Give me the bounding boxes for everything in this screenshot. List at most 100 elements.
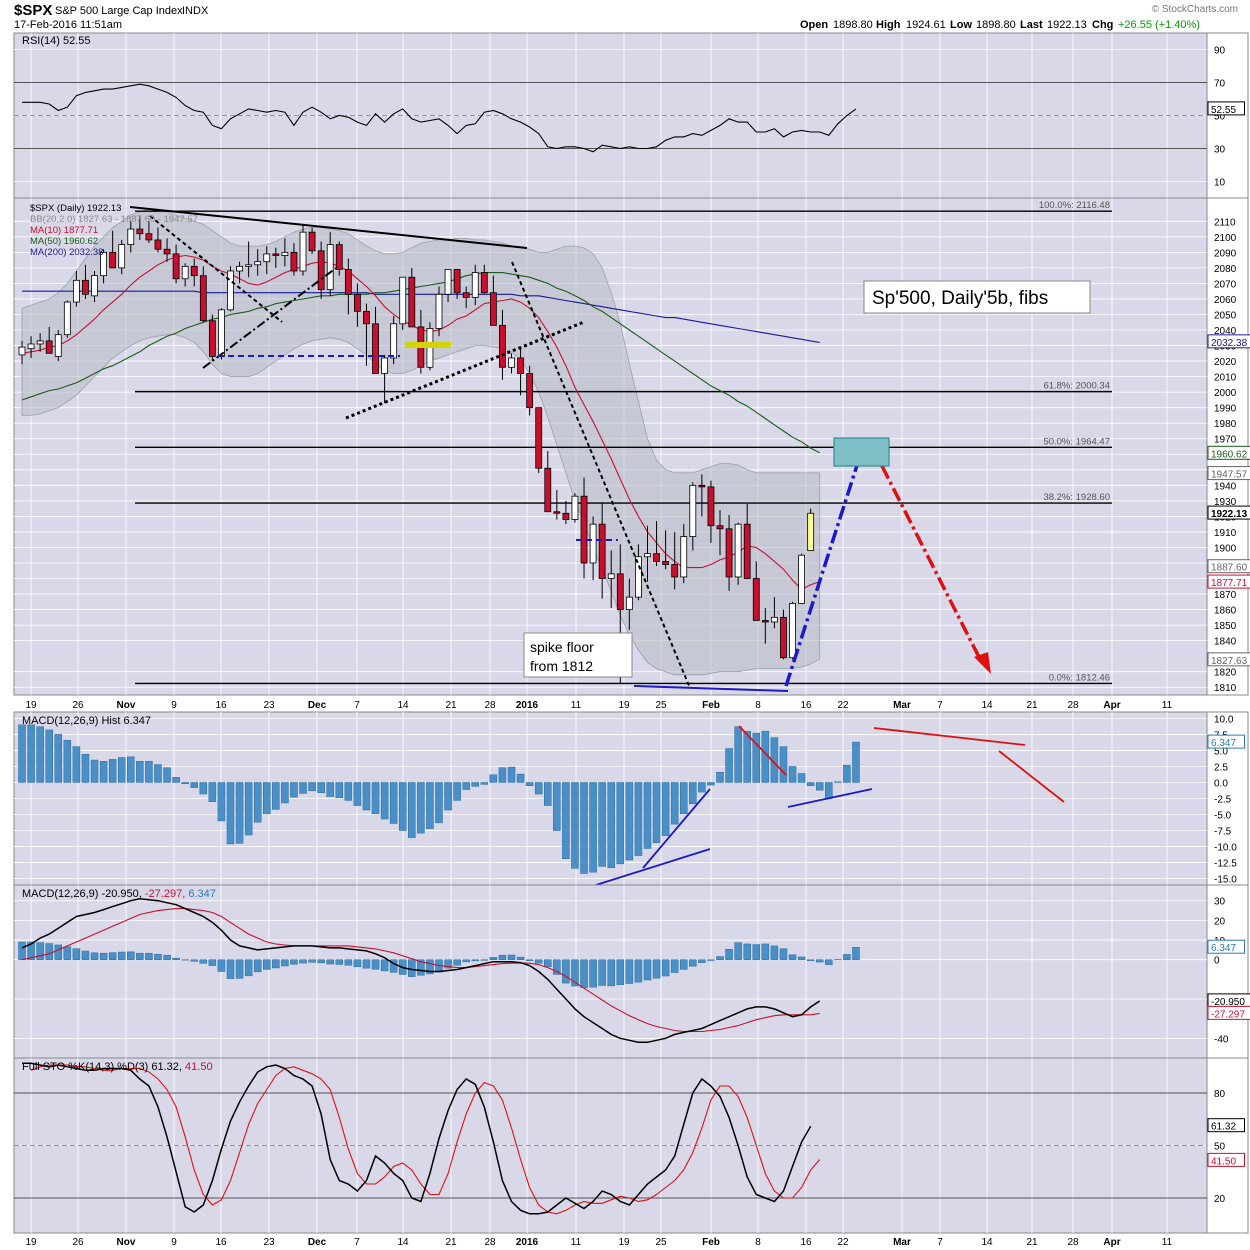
y-tick-label: 20 — [1214, 1194, 1226, 1205]
candle-body — [82, 279, 89, 295]
divergence-blue-2 — [595, 848, 711, 886]
sto-label: Full STO %K(14,3) %D(3) 61.32, 41.50 — [22, 1061, 213, 1073]
macd-panel-hist-bar — [643, 959, 652, 981]
macd-panel-hist-bar — [281, 959, 289, 967]
macd-panel-hist-bar — [670, 959, 679, 973]
macd-hist-bar — [244, 782, 253, 836]
macd-hist-bar — [353, 782, 362, 806]
y-tick-label: 1940 — [1214, 481, 1237, 492]
candle — [163, 238, 171, 262]
legend-entry: MA(10) 1877.71 — [30, 225, 98, 236]
candle-body — [218, 309, 225, 357]
candle — [743, 503, 751, 579]
value-tag-label: 1960.62 — [1211, 449, 1248, 460]
value-tag-label: 6.347 — [1211, 738, 1236, 749]
macd-panel-hist-bar — [380, 959, 389, 972]
last-value: 1922.13 — [1047, 19, 1087, 31]
x-tick-label: Mar — [893, 1237, 911, 1248]
candle-body — [616, 573, 624, 610]
candle-body — [272, 253, 280, 256]
macd-panel-hist-bar — [716, 956, 724, 960]
candle — [689, 482, 697, 551]
x-tick-label: Apr — [1103, 700, 1120, 711]
divergence-red-1 — [738, 725, 787, 776]
macd-hist-bar — [389, 782, 398, 824]
macd-hist-label: MACD(12,26,9) Hist 6.347 — [22, 715, 151, 727]
macd-hist-bar — [625, 782, 634, 861]
macd-hist-bar — [806, 782, 815, 786]
candle — [671, 531, 679, 590]
x-tick-label: 8 — [755, 1237, 761, 1248]
macd-panel-hist-bar — [544, 959, 552, 968]
candle-body — [363, 310, 370, 325]
value-tag-label: 41.50 — [1211, 1156, 1236, 1167]
value-tag-label: 52.55 — [1211, 105, 1236, 116]
candle — [281, 238, 289, 267]
y-tick-label: -10.0 — [1214, 843, 1237, 854]
candle — [589, 516, 597, 581]
macd-hist-bar — [435, 782, 443, 824]
macd-hist-bar — [607, 782, 615, 868]
macd-hist-bar — [290, 782, 298, 798]
candle-body — [72, 279, 80, 303]
macd-panel-hist-bar — [263, 959, 271, 970]
candle — [45, 326, 53, 354]
candle-body — [752, 578, 760, 621]
legend-entry: MA(50) 1960.62 — [30, 236, 98, 247]
macd-hist-bar — [199, 782, 208, 795]
candle-body — [199, 275, 207, 322]
timestamp: 17-Feb-2016 11:51am — [14, 19, 122, 31]
macd-hist-bar — [108, 759, 117, 783]
macd-panel-hist-bar — [444, 959, 452, 969]
spike-floor-box — [523, 632, 633, 678]
x-tick-label: 21 — [445, 1237, 457, 1248]
macd-hist-bar — [580, 782, 588, 874]
macd-panel-hist-bar — [652, 959, 661, 979]
macd-hist-bar — [263, 782, 271, 815]
candle-body — [780, 616, 787, 659]
macd-panel-hist-bar — [761, 943, 770, 960]
macd-hist-bar — [534, 782, 543, 795]
macd-panel-hist-bar — [362, 959, 371, 969]
y-tick-label: 1870 — [1214, 590, 1237, 601]
candle-body — [589, 523, 597, 564]
x-tick-label: 16 — [800, 700, 812, 711]
y-tick-label: -7.5 — [1214, 827, 1232, 838]
y-tick-label: 10 — [1214, 178, 1226, 189]
candle — [54, 330, 62, 362]
y-tick-label: 1990 — [1214, 404, 1237, 415]
y-tick-label: -40 — [1214, 1034, 1229, 1045]
macd-panel-hist-bar — [235, 959, 244, 979]
macd-hist-bar — [90, 759, 99, 783]
macd-panel-hist-bar — [752, 944, 761, 960]
sto-k-line — [22, 1062, 812, 1215]
macd-hist-bar — [398, 782, 407, 831]
macd-hist-bar — [734, 726, 742, 783]
candle-body — [109, 251, 117, 269]
macd-hist-bar — [788, 766, 797, 783]
candle — [63, 300, 71, 338]
candle-body — [770, 616, 778, 623]
candle-body — [381, 357, 389, 374]
value-tag-label: 2032.38 — [1211, 338, 1248, 349]
macd-panel-hist-bar — [589, 959, 597, 988]
macd-panel-hist-bar — [108, 952, 117, 960]
macd-panel-hist-bar — [371, 959, 380, 970]
candle-body — [317, 250, 325, 291]
macd-panel-hist-bar — [54, 944, 63, 960]
candle — [698, 474, 706, 517]
bottom-x-axis: 19 26 Nov 9 16 23 Dec 7 14 21 28 2016 11 19 25 Feb 8 16 22… — [25, 1237, 1172, 1248]
macd-hist-bar — [208, 782, 217, 802]
candle — [798, 553, 805, 604]
x-tick-label: 14 — [981, 1237, 993, 1248]
value-tag — [1207, 505, 1250, 520]
macd-panel-hist-bar — [788, 954, 797, 960]
macd-hist-bar — [679, 782, 688, 815]
candle-body — [281, 251, 289, 256]
macd-hist-bar — [825, 782, 833, 799]
y-tick-label: 1910 — [1214, 528, 1237, 539]
candle-body — [254, 261, 262, 266]
x-tick-label: 2016 — [516, 700, 539, 711]
candle — [680, 524, 688, 584]
